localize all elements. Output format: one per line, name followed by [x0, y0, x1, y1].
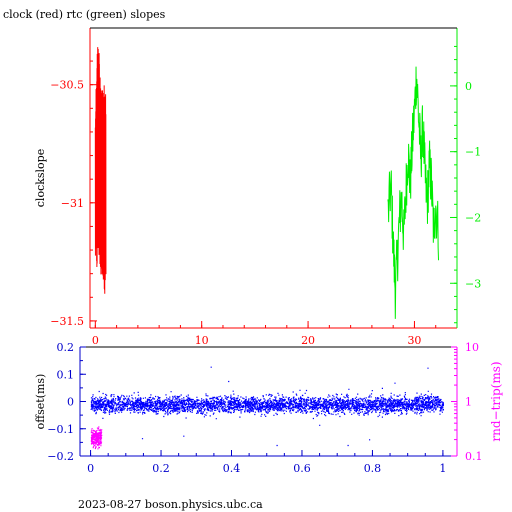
top-y-axis-label: clockslope — [34, 149, 47, 207]
top-y-tick-label: −30.5 — [50, 79, 84, 92]
top-x-tick-label: 30 — [407, 334, 421, 347]
top-y2-tick-label: −3 — [465, 277, 481, 290]
bottom-y2-tick-label: 10 — [465, 341, 479, 354]
bottom-y2-axis-label: rnd−trip(ms) — [489, 361, 503, 441]
top-plot-frame — [89, 27, 458, 329]
top-y-tick-label: −31.5 — [50, 315, 84, 328]
top-y2-tick-label: −1 — [465, 146, 481, 159]
bottom-x-tick-label: 0.4 — [223, 462, 241, 475]
roundtrip-scatter-magenta — [90, 426, 103, 450]
footer-caption: 2023-08-27 boson.physics.ubc.ca — [78, 498, 263, 511]
offset-scatter-blue — [90, 366, 444, 447]
top-y2-tick-label: −2 — [465, 211, 481, 224]
bottom-y-tick-label: 0.1 — [57, 368, 75, 381]
bottom-y2-tick-label: 1 — [465, 396, 472, 409]
clock-slope-series-red — [94, 47, 107, 294]
bottom-y-tick-label: 0.2 — [57, 341, 75, 354]
bottom-x-tick-label: 0.2 — [152, 462, 170, 475]
rtc-slope-series-green — [387, 66, 440, 319]
bottom-y-tick-label: 0 — [67, 396, 74, 409]
bottom-y-axis-label: offset(ms) — [34, 374, 47, 430]
top-x-tick-label: 10 — [195, 334, 209, 347]
top-x-tick-label: 0 — [92, 334, 99, 347]
bottom-x-tick-label: 0.8 — [364, 462, 382, 475]
bottom-x-tick-label: 0 — [87, 462, 94, 475]
top-x-tick-label: 20 — [301, 334, 315, 347]
top-y-tick-label: −31 — [61, 197, 84, 210]
top-y2-tick-label: 0 — [465, 80, 472, 93]
bottom-y-tick-label: −0.2 — [47, 450, 74, 463]
chart-title: clock (red) rtc (green) slopes — [3, 8, 166, 21]
bottom-x-tick-label: 1 — [439, 462, 446, 475]
bottom-x-tick-label: 0.6 — [293, 462, 311, 475]
bottom-y2-tick-label: 0.1 — [465, 450, 483, 463]
bottom-y-tick-label: −0.1 — [47, 423, 74, 436]
